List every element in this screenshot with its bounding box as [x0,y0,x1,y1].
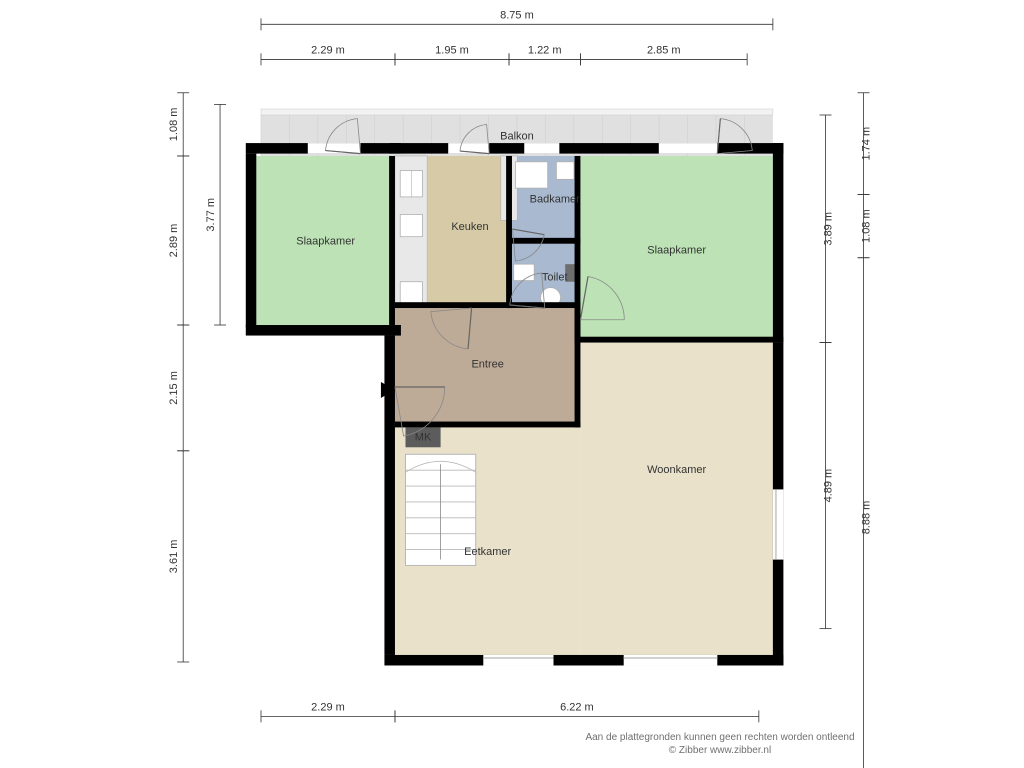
dim-label: 2.15 m [168,371,180,405]
label-entree: Entree [471,359,503,371]
fixture-toilet-sink [514,264,534,280]
dim-label: 2.29 m [311,701,345,713]
dim-label: 1.95 m [435,44,469,56]
dim-label: 3.77 m [205,198,217,232]
dim-label: 2.89 m [168,224,180,258]
dim-label: 1.08 m [861,209,873,243]
dim-label: 4.89 m [823,469,835,503]
dim-label: 3.89 m [823,212,835,246]
label-toilet: Toilet [542,271,568,283]
room-woonkamer [580,343,772,655]
label-woon_sub: Woonkamer [647,464,706,476]
floorplan-svg: Balkon Slaapkamer Keuken Badkamer Toilet Slaa… [0,0,1024,768]
label-balkon: Balkon [500,130,534,142]
dim-label: 2.85 m [647,44,681,56]
label-slaapkamer_l: Slaapkamer [296,235,355,247]
fixture-cooktop [400,214,422,236]
fixture-oven [400,282,422,304]
label-slaapkamer_r: Slaapkamer [647,244,706,256]
dim-label: 3.61 m [168,540,180,574]
footer-line2: © Zibber www.zibber.nl [669,745,771,756]
dim-label: 8.88 m [861,501,873,535]
dim-label: 8.75 m [500,9,534,21]
dim-label: 6.22 m [560,701,594,713]
label-badkamer: Badkamer [530,193,580,205]
label-mk: MK [415,431,432,443]
label-eet_sub: Eetkamer [464,546,511,558]
fixture-bath-sink [515,162,547,188]
dim-label: 1.22 m [528,44,562,56]
dim-label: 2.29 m [311,44,345,56]
label-keuken: Keuken [451,221,488,233]
dim-label: 1.08 m [168,108,180,142]
dim-label: 1.74 m [861,127,873,161]
footer-line1: Aan de plattegronden kunnen geen rechten… [585,732,854,743]
